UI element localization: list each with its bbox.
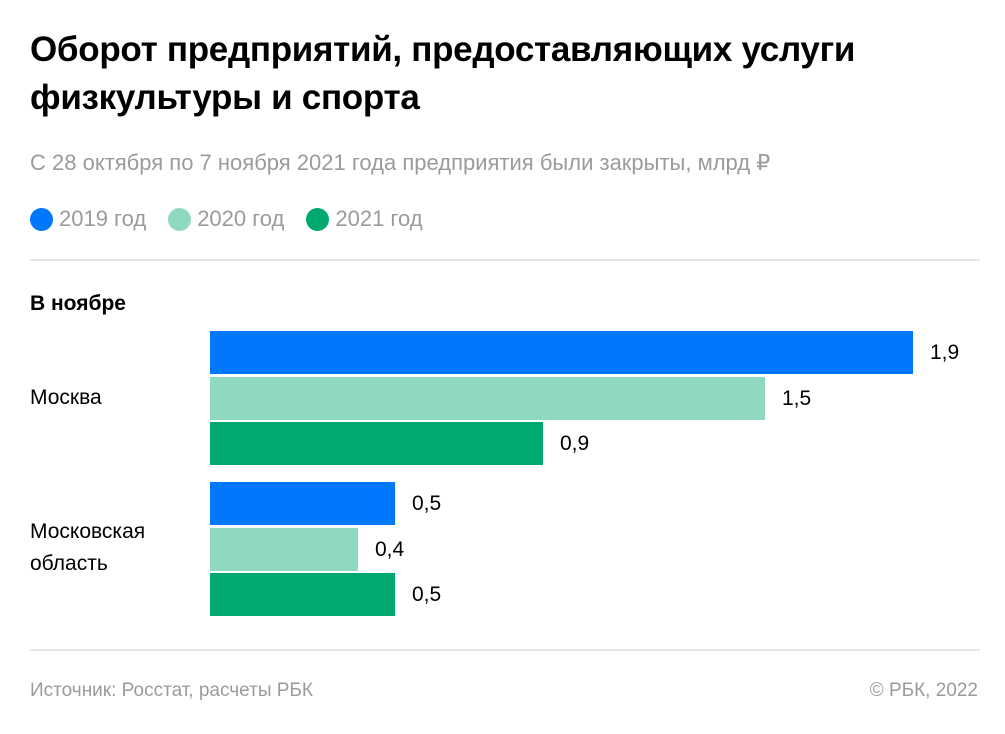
- legend-label: 2020 год: [197, 206, 285, 231]
- bar-1-2: [210, 573, 395, 616]
- data-label: 0,5: [412, 492, 442, 515]
- category-label-moscow: Москва: [30, 386, 102, 409]
- bar-0-0: [210, 331, 913, 374]
- divider-bottom: [30, 649, 980, 651]
- copyright: © РБК, 2022: [869, 680, 978, 701]
- chart-title: Оборот предприятий, предоставляющих услу…: [30, 30, 856, 117]
- legend-item-2021: 2021 год: [306, 206, 423, 232]
- data-label: 1,5: [782, 386, 812, 410]
- legend-dot-icon: [306, 207, 330, 231]
- divider-top: [30, 259, 980, 261]
- legend-label: 2019 год: [59, 206, 147, 231]
- category-label-moscow-region: Московская область: [30, 520, 146, 575]
- bar-1-0: [210, 482, 395, 525]
- data-label: 1,9: [930, 341, 960, 364]
- source-note: Источник: Росстат, расчеты РБК: [30, 680, 313, 701]
- legend-dot-icon: [30, 207, 53, 231]
- data-label: 0,9: [560, 432, 590, 455]
- legend: 2019 год 2020 год 2021 год: [30, 206, 423, 232]
- legend-label: 2021 год: [335, 206, 423, 231]
- data-label: 0,4: [375, 537, 405, 561]
- bar-1-1: [210, 527, 358, 571]
- section-label: В ноябре: [30, 292, 126, 315]
- legend-dot-icon: [168, 207, 192, 231]
- data-label: 0,5: [412, 583, 442, 606]
- bar-0-1: [210, 376, 765, 420]
- chart-subtitle: С 28 октября по 7 ноября 2021 года предп…: [30, 150, 771, 175]
- legend-item-2020: 2020 год: [168, 206, 284, 232]
- legend-item-2019: 2019 год: [30, 206, 146, 232]
- bar-0-2: [210, 422, 543, 465]
